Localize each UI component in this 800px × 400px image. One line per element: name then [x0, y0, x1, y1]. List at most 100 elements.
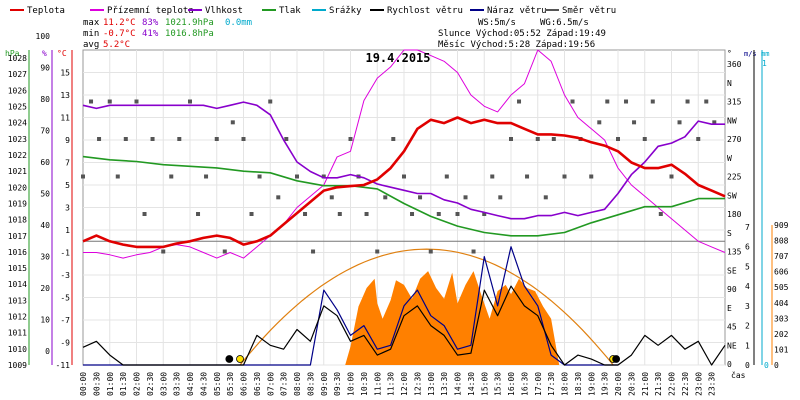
tick-label-x: 19:30 — [601, 372, 610, 396]
tick-label-degc: -1 — [60, 249, 70, 258]
wind-direction-point — [161, 249, 166, 254]
tick-label-x: 20:30 — [627, 372, 636, 396]
tick-label-dir: S — [727, 229, 732, 238]
tick-label-hpa: 1011 — [8, 329, 27, 338]
tick-label-hpa: 1022 — [8, 151, 27, 160]
axis-label-hpa: hPa — [5, 49, 20, 58]
wind-direction-point — [525, 174, 530, 179]
tick-label-hpa: 1017 — [8, 232, 27, 241]
wind-direction-point — [134, 99, 139, 104]
tick-label-hpa: 1026 — [8, 86, 27, 95]
tick-label-solar: 707 — [774, 252, 789, 261]
wind-direction-point — [276, 195, 281, 200]
wind-direction-point — [562, 174, 567, 179]
wind-direction-point — [677, 120, 682, 125]
tick-label-x: 14:30 — [467, 372, 476, 396]
wind-direction-point — [329, 195, 334, 200]
tick-label-ms: 1 — [745, 341, 750, 350]
tick-label-ms: 3 — [745, 302, 750, 311]
legend-label: Srážky — [329, 6, 362, 16]
tick-label-x: 06:30 — [253, 372, 262, 396]
tick-label-solar: 202 — [774, 330, 789, 339]
wind-direction-points — [81, 99, 717, 254]
wind-direction-point — [471, 249, 476, 254]
stats-label: min — [83, 29, 99, 39]
moon-rise-marker — [225, 355, 234, 363]
tick-label-x: 10:00 — [347, 372, 356, 396]
wind-direction-point — [169, 174, 174, 179]
tick-label-dir: E — [727, 304, 732, 313]
tick-label-dir: SW — [727, 191, 737, 200]
tick-label-x: 04:00 — [186, 372, 195, 396]
tick-label-pct: 30 — [40, 253, 50, 262]
tick-label-solar: 0 — [774, 361, 779, 370]
tick-label-dir: 315 — [727, 98, 742, 107]
wind-direction-point — [284, 137, 289, 141]
tick-label-dir: 45 — [727, 323, 737, 332]
stats-label: max — [83, 18, 100, 28]
tick-label-x: 23:30 — [708, 372, 717, 396]
legend-label: Rychlost větru — [387, 6, 463, 16]
tick-label-x: 08:30 — [306, 372, 315, 396]
stats-hum: 41% — [142, 29, 159, 39]
wind-direction-point — [410, 212, 415, 216]
tick-label-x: 03:00 — [159, 372, 168, 396]
series-line — [82, 155, 725, 237]
legend-label: Náraz větru — [487, 6, 547, 16]
wind-direction-point — [337, 212, 342, 216]
tick-label-ms: 4 — [745, 282, 750, 291]
wind-direction-point — [650, 99, 655, 104]
wind-direction-point — [418, 195, 423, 200]
tick-label-dir: NW — [727, 116, 737, 125]
tick-label-dir: 225 — [727, 173, 742, 182]
tick-label-hpa: 1019 — [8, 199, 27, 208]
tick-label-hpa: 1025 — [8, 103, 27, 112]
tick-label-x: 09:30 — [333, 372, 342, 396]
wind-direction-point — [704, 99, 709, 104]
tick-label-pct: 70 — [40, 127, 50, 136]
tick-label-degc: -11 — [56, 361, 71, 370]
wind-direction-point — [115, 174, 120, 179]
tick-label-hpa: 1010 — [8, 345, 27, 354]
axis-label-ms: m/s — [744, 50, 757, 58]
tick-label-x: 13:00 — [427, 372, 436, 396]
tick-label-x: 02:00 — [133, 372, 142, 396]
tick-label-dir: N — [727, 79, 732, 88]
wind-direction-point — [257, 174, 262, 179]
wind-direction-point — [642, 137, 647, 141]
wind-direction-point — [543, 195, 548, 200]
tick-label-pct: 80 — [40, 95, 50, 104]
stats-temp: 11.2°C — [103, 18, 136, 28]
tick-label-x: 02:30 — [146, 372, 155, 396]
tick-label-pct: 90 — [40, 64, 50, 73]
stats-hum: 83% — [142, 18, 159, 28]
tick-label-x: 06:00 — [240, 372, 249, 396]
tick-label-degc: -9 — [60, 339, 70, 348]
tick-label-degc: 3 — [65, 204, 70, 213]
wind-direction-point — [89, 99, 94, 104]
legend-label: Vlhkost — [205, 6, 243, 16]
tick-label-hpa: 1012 — [8, 313, 27, 322]
tick-label-pct: 20 — [40, 284, 50, 293]
wind-direction-point — [123, 137, 128, 141]
tick-label-x: 09:00 — [320, 372, 329, 396]
wind-direction-point — [348, 137, 353, 141]
tick-label-pct: 60 — [40, 158, 50, 167]
wind-direction-point — [383, 195, 388, 200]
tick-label-pct: 40 — [40, 221, 50, 230]
wind-direction-point — [570, 99, 575, 104]
tick-label-x: 11:00 — [373, 372, 382, 396]
stats-block: max 11.2°C 83% 1021.9hPa 0.0mm min -0.7°C 41% 10… — [83, 18, 606, 50]
wind-direction-point — [616, 137, 620, 141]
tick-label-degc: -3 — [60, 271, 70, 280]
tick-label-solar: 808 — [774, 237, 789, 246]
tick-label-degc: 13 — [60, 91, 70, 100]
wind-direction-point — [498, 195, 503, 200]
tick-label-hpa: 1027 — [8, 70, 27, 79]
wind-direction-point — [685, 99, 690, 104]
solar-radiation — [345, 271, 560, 365]
wind-direction-point — [375, 249, 380, 254]
stats-rain: 0.0mm — [225, 18, 252, 28]
legend: Teplota Přízemní teplota Vlhkost Tlak Srážky… — [10, 6, 616, 16]
